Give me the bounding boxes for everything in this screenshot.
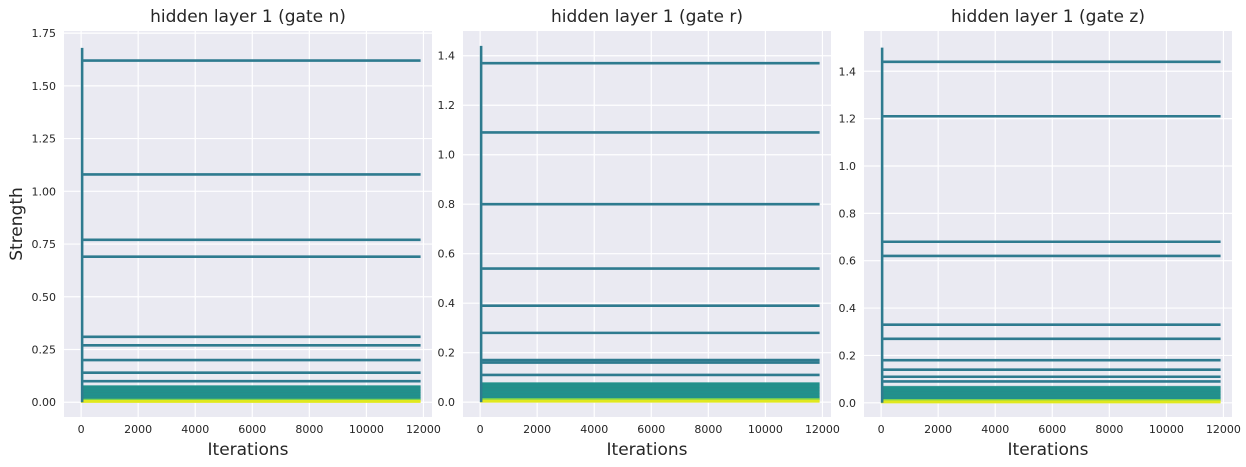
y-tick-label: 1.0 <box>839 160 857 173</box>
chart-title: hidden layer 1 (gate r) <box>551 7 743 27</box>
x-tick-label: 6000 <box>1038 423 1066 436</box>
x-tick-label: 8000 <box>1095 423 1123 436</box>
y-tick-label: 1.4 <box>839 65 857 78</box>
y-tick-label: 0.75 <box>32 238 57 251</box>
x-tick-labels: 0 2000 4000 6000 8000 10000 12000 <box>477 423 840 436</box>
x-tick-label: 0 <box>78 423 85 436</box>
y-tick-label: 1.2 <box>438 99 456 112</box>
x-tick-label: 10000 <box>748 423 783 436</box>
x-tick-label: 4000 <box>981 423 1009 436</box>
plot-area <box>64 31 432 417</box>
x-axis-label: Iterations <box>1008 440 1089 460</box>
y-tick-label: 1.50 <box>32 80 57 93</box>
x-tick-label: 8000 <box>694 423 722 436</box>
x-tick-labels: 0 2000 4000 6000 8000 10000 12000 <box>78 423 441 436</box>
x-tick-label: 8000 <box>295 423 323 436</box>
series-lines <box>479 45 820 403</box>
x-tick-label: 2000 <box>124 423 152 436</box>
x-axis-label: Iterations <box>208 440 289 460</box>
x-tick-label: 12000 <box>406 423 441 436</box>
y-tick-label: 0.00 <box>32 396 57 409</box>
x-axis-label: Iterations <box>607 440 688 460</box>
x-tick-label: 2000 <box>924 423 952 436</box>
x-tick-label: 4000 <box>181 423 209 436</box>
y-tick-label: 0.6 <box>839 255 857 268</box>
x-tick-label: 4000 <box>580 423 608 436</box>
x-tick-label: 2000 <box>523 423 551 436</box>
plot-area <box>864 31 1232 417</box>
x-tick-label: 12000 <box>1206 423 1241 436</box>
y-tick-label: 0.8 <box>839 207 857 220</box>
y-tick-label: 0.2 <box>438 347 456 360</box>
dense-series-band <box>881 386 1221 401</box>
y-tick-label: 0.6 <box>438 248 456 261</box>
y-axis-label: Strength <box>7 187 27 261</box>
x-tick-label: 10000 <box>349 423 384 436</box>
subplot-gate-z: 0 2000 4000 6000 8000 10000 12000 0.0 0.2 0.4 0.6… <box>839 7 1241 460</box>
y-tick-label: 0.0 <box>839 397 857 410</box>
x-tick-labels: 0 2000 4000 6000 8000 10000 12000 <box>878 423 1241 436</box>
series-lines <box>80 47 421 403</box>
x-tick-label: 12000 <box>805 423 840 436</box>
subplot-gate-n: 0 2000 4000 6000 8000 10000 12000 0.00 0.25 0.50… <box>7 7 441 460</box>
y-tick-label: 0.4 <box>438 297 456 310</box>
y-tick-label: 0.2 <box>839 349 857 362</box>
x-tick-label: 6000 <box>238 423 266 436</box>
x-tick-label: 0 <box>477 423 484 436</box>
y-tick-labels: 0.0 0.2 0.4 0.6 0.8 1.0 1.2 1.4 <box>438 50 456 409</box>
y-tick-label: 1.4 <box>438 50 456 63</box>
y-tick-labels: 0.00 0.25 0.50 0.75 1.00 1.25 1.50 1.75 <box>32 27 57 409</box>
x-tick-label: 0 <box>878 423 885 436</box>
y-tick-label: 0.0 <box>438 396 456 409</box>
x-tick-label: 10000 <box>1149 423 1184 436</box>
y-tick-label: 1.75 <box>32 27 57 40</box>
y-tick-label: 0.50 <box>32 291 57 304</box>
y-tick-label: 1.00 <box>32 185 57 198</box>
y-tick-label: 0.8 <box>438 198 456 211</box>
chart-title: hidden layer 1 (gate n) <box>150 7 346 27</box>
y-tick-labels: 0.0 0.2 0.4 0.6 0.8 1.0 1.2 1.4 <box>839 65 857 410</box>
y-tick-label: 0.25 <box>32 344 57 357</box>
y-tick-label: 0.4 <box>839 302 857 315</box>
chart-title: hidden layer 1 (gate z) <box>951 7 1145 27</box>
y-tick-label: 1.25 <box>32 133 57 146</box>
series-lines <box>880 47 1221 404</box>
y-tick-label: 1.0 <box>438 149 456 162</box>
subplot-gate-r: 0 2000 4000 6000 8000 10000 12000 0.0 0.2 0.4 0.6… <box>438 7 840 460</box>
y-tick-label: 1.2 <box>839 113 857 126</box>
x-tick-label: 6000 <box>637 423 665 436</box>
